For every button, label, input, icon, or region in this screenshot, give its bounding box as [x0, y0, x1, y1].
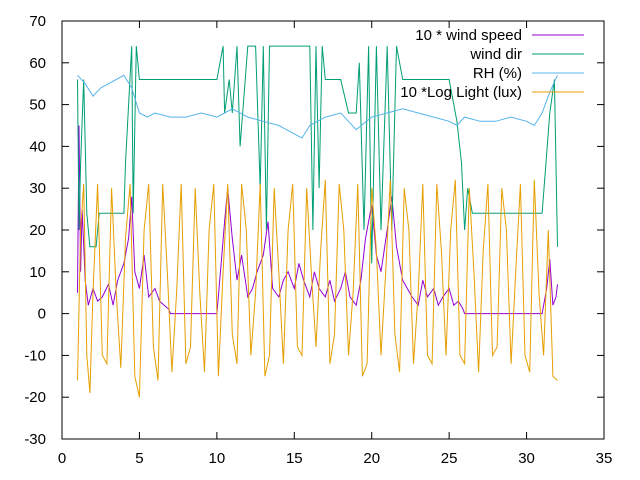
x-tick-label: 35	[596, 450, 613, 467]
x-tick-label: 25	[441, 450, 458, 467]
x-tick-label: 10	[209, 450, 226, 467]
legend-label: 10 *Log Light (lux)	[400, 84, 522, 101]
ticks-layer: 0 5 10 15 20 25 30 35 -30 -20 -10 0 10 20 30 40 50 60 70	[24, 13, 612, 467]
legend-label: RH (%)	[473, 65, 522, 82]
x-tick-label: 30	[518, 450, 535, 467]
y-tick-label: 30	[29, 180, 46, 197]
series-line-3	[77, 74, 558, 139]
x-tick-label: 15	[286, 450, 303, 467]
y-tick-label: -30	[24, 431, 46, 448]
series-layer	[77, 45, 558, 398]
x-tick-label: 20	[363, 450, 380, 467]
legend-label: wind dir	[469, 46, 522, 63]
series-line-4	[77, 179, 558, 398]
legend-label: 10 * wind speed	[415, 27, 522, 44]
series-line-1	[77, 125, 558, 315]
legend: 10 * wind speed wind dir RH (%) 10 *Log Lig…	[400, 27, 584, 101]
y-tick-label: 60	[29, 55, 46, 72]
y-tick-label: 70	[29, 13, 46, 30]
y-tick-label: 0	[38, 306, 46, 323]
x-tick-label: 0	[58, 450, 66, 467]
y-tick-label: -20	[24, 389, 46, 406]
x-tick-label: 5	[135, 450, 143, 467]
y-tick-label: 10	[29, 264, 46, 281]
y-tick-label: 20	[29, 222, 46, 239]
y-tick-label: -10	[24, 347, 46, 364]
y-tick-label: 40	[29, 138, 46, 155]
series-line-2	[77, 45, 558, 264]
y-tick-label: 50	[29, 97, 46, 114]
